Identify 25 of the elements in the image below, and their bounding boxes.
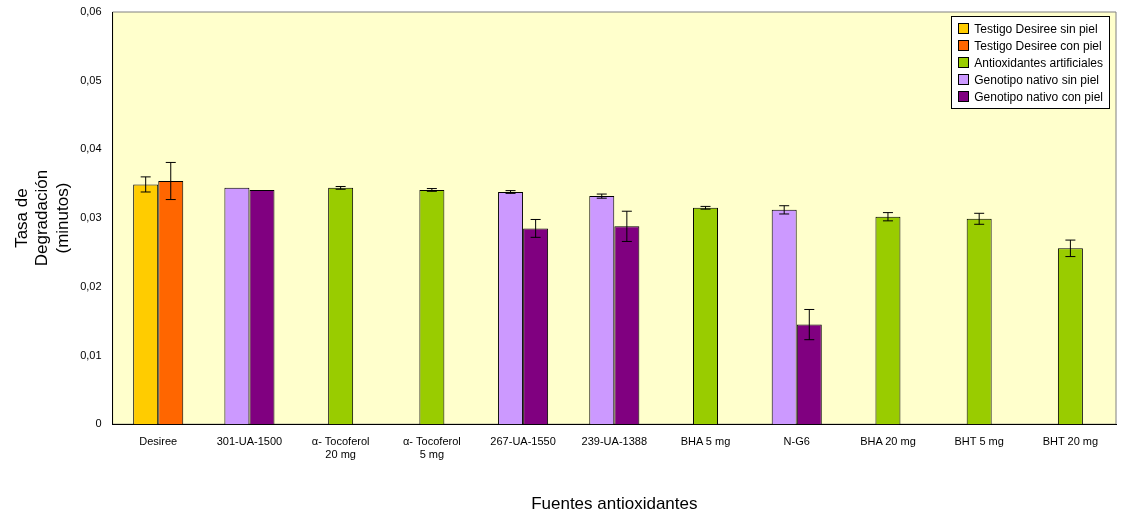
y-tick-label: 0,04 — [80, 142, 102, 155]
y-tick-label: 0,03 — [80, 211, 102, 224]
y-tick-label: 0,05 — [80, 73, 102, 86]
y-tick-label: 0 — [95, 417, 102, 430]
y-axis-title: Tasa de Degradación (minutos) — [11, 169, 72, 267]
y-tick-label: 0,01 — [80, 348, 102, 361]
legend-label: Antioxidantes artificiales — [974, 55, 1103, 70]
x-tick-label: 301-UA-1500 — [216, 434, 283, 447]
y-tick-label: 0,02 — [80, 279, 102, 292]
x-tick-label: BHT 20 mg — [1042, 434, 1099, 447]
x-tick-label: BHA 20 mg — [860, 434, 916, 447]
x-tick-label: Desiree — [139, 434, 178, 447]
x-tick-label: N-G6 — [783, 434, 810, 447]
x-tick-label: BHA 5 mg — [680, 434, 731, 447]
legend-label: Testigo Desiree con piel — [974, 38, 1102, 53]
x-tick-label: α- Tocoferol 5 mg — [403, 434, 461, 461]
x-tick-label: α- Tocoferol 20 mg — [311, 434, 370, 461]
legend-label: Genotipo nativo sin piel — [974, 72, 1099, 87]
x-tick-label: 267-UA-1550 — [490, 434, 556, 447]
x-axis-title: Fuentes antioxidantes — [531, 494, 698, 514]
x-tick-label: BHT 5 mg — [954, 434, 1004, 447]
y-tick-label: 0,06 — [80, 5, 102, 18]
legend-label: Testigo Desiree sin piel — [974, 21, 1098, 36]
x-tick-label: 239-UA-1388 — [581, 434, 648, 447]
legend-label: Genotipo nativo con piel — [974, 89, 1103, 104]
